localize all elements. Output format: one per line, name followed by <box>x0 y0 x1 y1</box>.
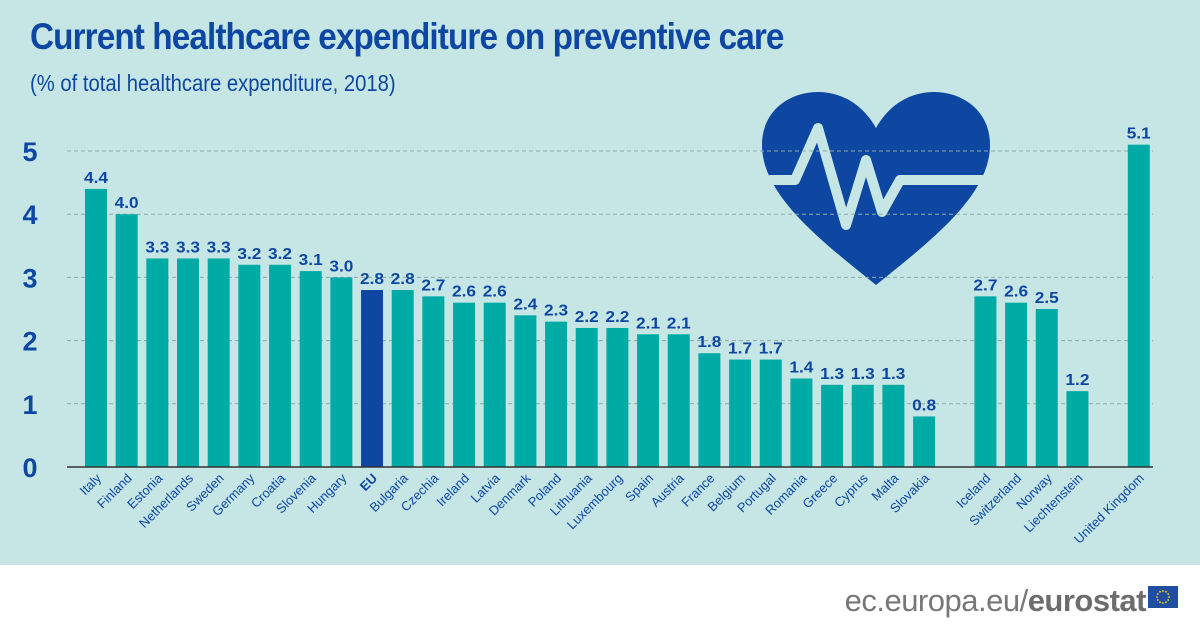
data-label: 1.4 <box>789 360 813 377</box>
chart-subtitle: (% of total healthcare expenditure, 2018… <box>30 70 396 96</box>
bar-latvia <box>483 302 506 467</box>
data-label: 1.2 <box>1065 372 1089 389</box>
bar-portugal <box>759 359 782 467</box>
data-label: 4.0 <box>115 195 139 212</box>
bar-hungary <box>330 277 353 467</box>
chart-background <box>0 0 1200 565</box>
chart-title: Current healthcare expenditure on preven… <box>30 16 784 57</box>
flag-star <box>1165 590 1167 593</box>
y-tick-label: 5 <box>22 137 37 167</box>
flag-star <box>1162 590 1164 592</box>
data-label: 2.8 <box>360 271 384 288</box>
bar-croatia <box>269 264 292 467</box>
data-label: 2.7 <box>973 277 997 294</box>
data-label: 2.3 <box>544 303 568 320</box>
heart-pulse-icon <box>762 92 990 285</box>
x-tick-label: Ireland <box>433 471 472 510</box>
flag-star <box>1162 602 1164 604</box>
flag-star <box>1156 599 1159 601</box>
flag-star <box>1156 593 1159 595</box>
bar-ireland <box>453 302 476 467</box>
data-label: 3.1 <box>299 252 323 269</box>
x-tick-label: Austria <box>648 470 688 510</box>
footer-brand: eurostat <box>1027 583 1147 618</box>
flag-star <box>1159 601 1161 604</box>
data-label: 4.4 <box>84 170 108 187</box>
data-label: 5.1 <box>1127 126 1151 143</box>
flag-star <box>1165 601 1167 604</box>
bar-switzerland <box>1005 302 1028 467</box>
x-tick-label: Cyprus <box>831 470 871 510</box>
bar-bulgaria <box>391 290 414 467</box>
data-label: 3.2 <box>268 246 292 263</box>
bar-france <box>698 353 721 467</box>
footer-url[interactable]: ec.europa.eu/eurostat <box>844 583 1147 619</box>
data-label: 3.3 <box>176 239 200 256</box>
data-label: 2.8 <box>391 271 415 288</box>
y-tick-label: 4 <box>22 200 37 230</box>
data-label: 1.3 <box>851 366 875 383</box>
bar-greece <box>821 384 844 467</box>
bar-poland <box>545 321 568 467</box>
data-label: 1.8 <box>697 334 721 351</box>
bar-norway <box>1035 309 1058 467</box>
bar-italy <box>85 188 107 468</box>
bar-iceland <box>974 296 997 467</box>
bar-belgium <box>729 359 752 467</box>
y-tick-label: 1 <box>22 390 37 420</box>
flag-star <box>1167 593 1170 595</box>
data-label: 2.6 <box>1004 284 1028 301</box>
bar-cyprus <box>851 384 874 467</box>
data-label: 3.3 <box>207 239 231 256</box>
data-label: 1.7 <box>728 341 752 358</box>
bar-eu <box>361 290 384 467</box>
data-label: 1.3 <box>881 366 905 383</box>
data-label: 2.1 <box>667 315 691 332</box>
bar-finland <box>115 214 138 467</box>
data-label: 2.7 <box>421 277 445 294</box>
bar-netherlands <box>177 258 200 467</box>
bar-slovakia <box>913 416 936 467</box>
bar-lithuania <box>575 327 598 467</box>
data-label: 2.4 <box>513 296 537 313</box>
bar-austria <box>667 334 690 467</box>
y-tick-label: 3 <box>22 263 37 293</box>
flag-star <box>1159 590 1161 593</box>
bar-estonia <box>146 258 169 467</box>
flag-star <box>1156 596 1158 598</box>
x-tick-label: EU <box>357 471 380 494</box>
bar-luxembourg <box>606 327 629 467</box>
data-label: 2.5 <box>1035 290 1059 307</box>
flag-star <box>1167 599 1170 601</box>
bar-liechtenstein <box>1066 391 1089 467</box>
bar-spain <box>637 334 660 467</box>
data-label: 1.7 <box>759 341 783 358</box>
data-label: 3.2 <box>237 246 261 263</box>
bar-malta <box>882 384 905 467</box>
eu-flag-icon <box>1148 586 1178 608</box>
data-label: 2.2 <box>605 309 629 326</box>
y-tick-label: 0 <box>22 453 37 483</box>
data-label: 2.6 <box>452 284 476 301</box>
data-label: 0.8 <box>912 397 936 414</box>
bar-united-kingdom <box>1127 144 1150 467</box>
data-label: 2.6 <box>483 284 507 301</box>
bar-denmark <box>514 315 537 467</box>
bar-romania <box>790 378 813 467</box>
bar-germany <box>238 264 261 467</box>
flag-star <box>1168 596 1170 598</box>
x-tick-label: Greece <box>799 471 840 512</box>
data-label: 3.0 <box>329 258 353 275</box>
bar-sweden <box>207 258 230 467</box>
data-label: 1.3 <box>820 366 844 383</box>
data-label: 2.2 <box>575 309 599 326</box>
bar-czechia <box>422 296 445 467</box>
bar-slovenia <box>299 271 322 467</box>
footer-site: ec.europa.eu/ <box>844 583 1029 618</box>
y-tick-label: 2 <box>22 327 37 357</box>
data-label: 3.3 <box>145 239 169 256</box>
data-label: 2.1 <box>636 315 660 332</box>
